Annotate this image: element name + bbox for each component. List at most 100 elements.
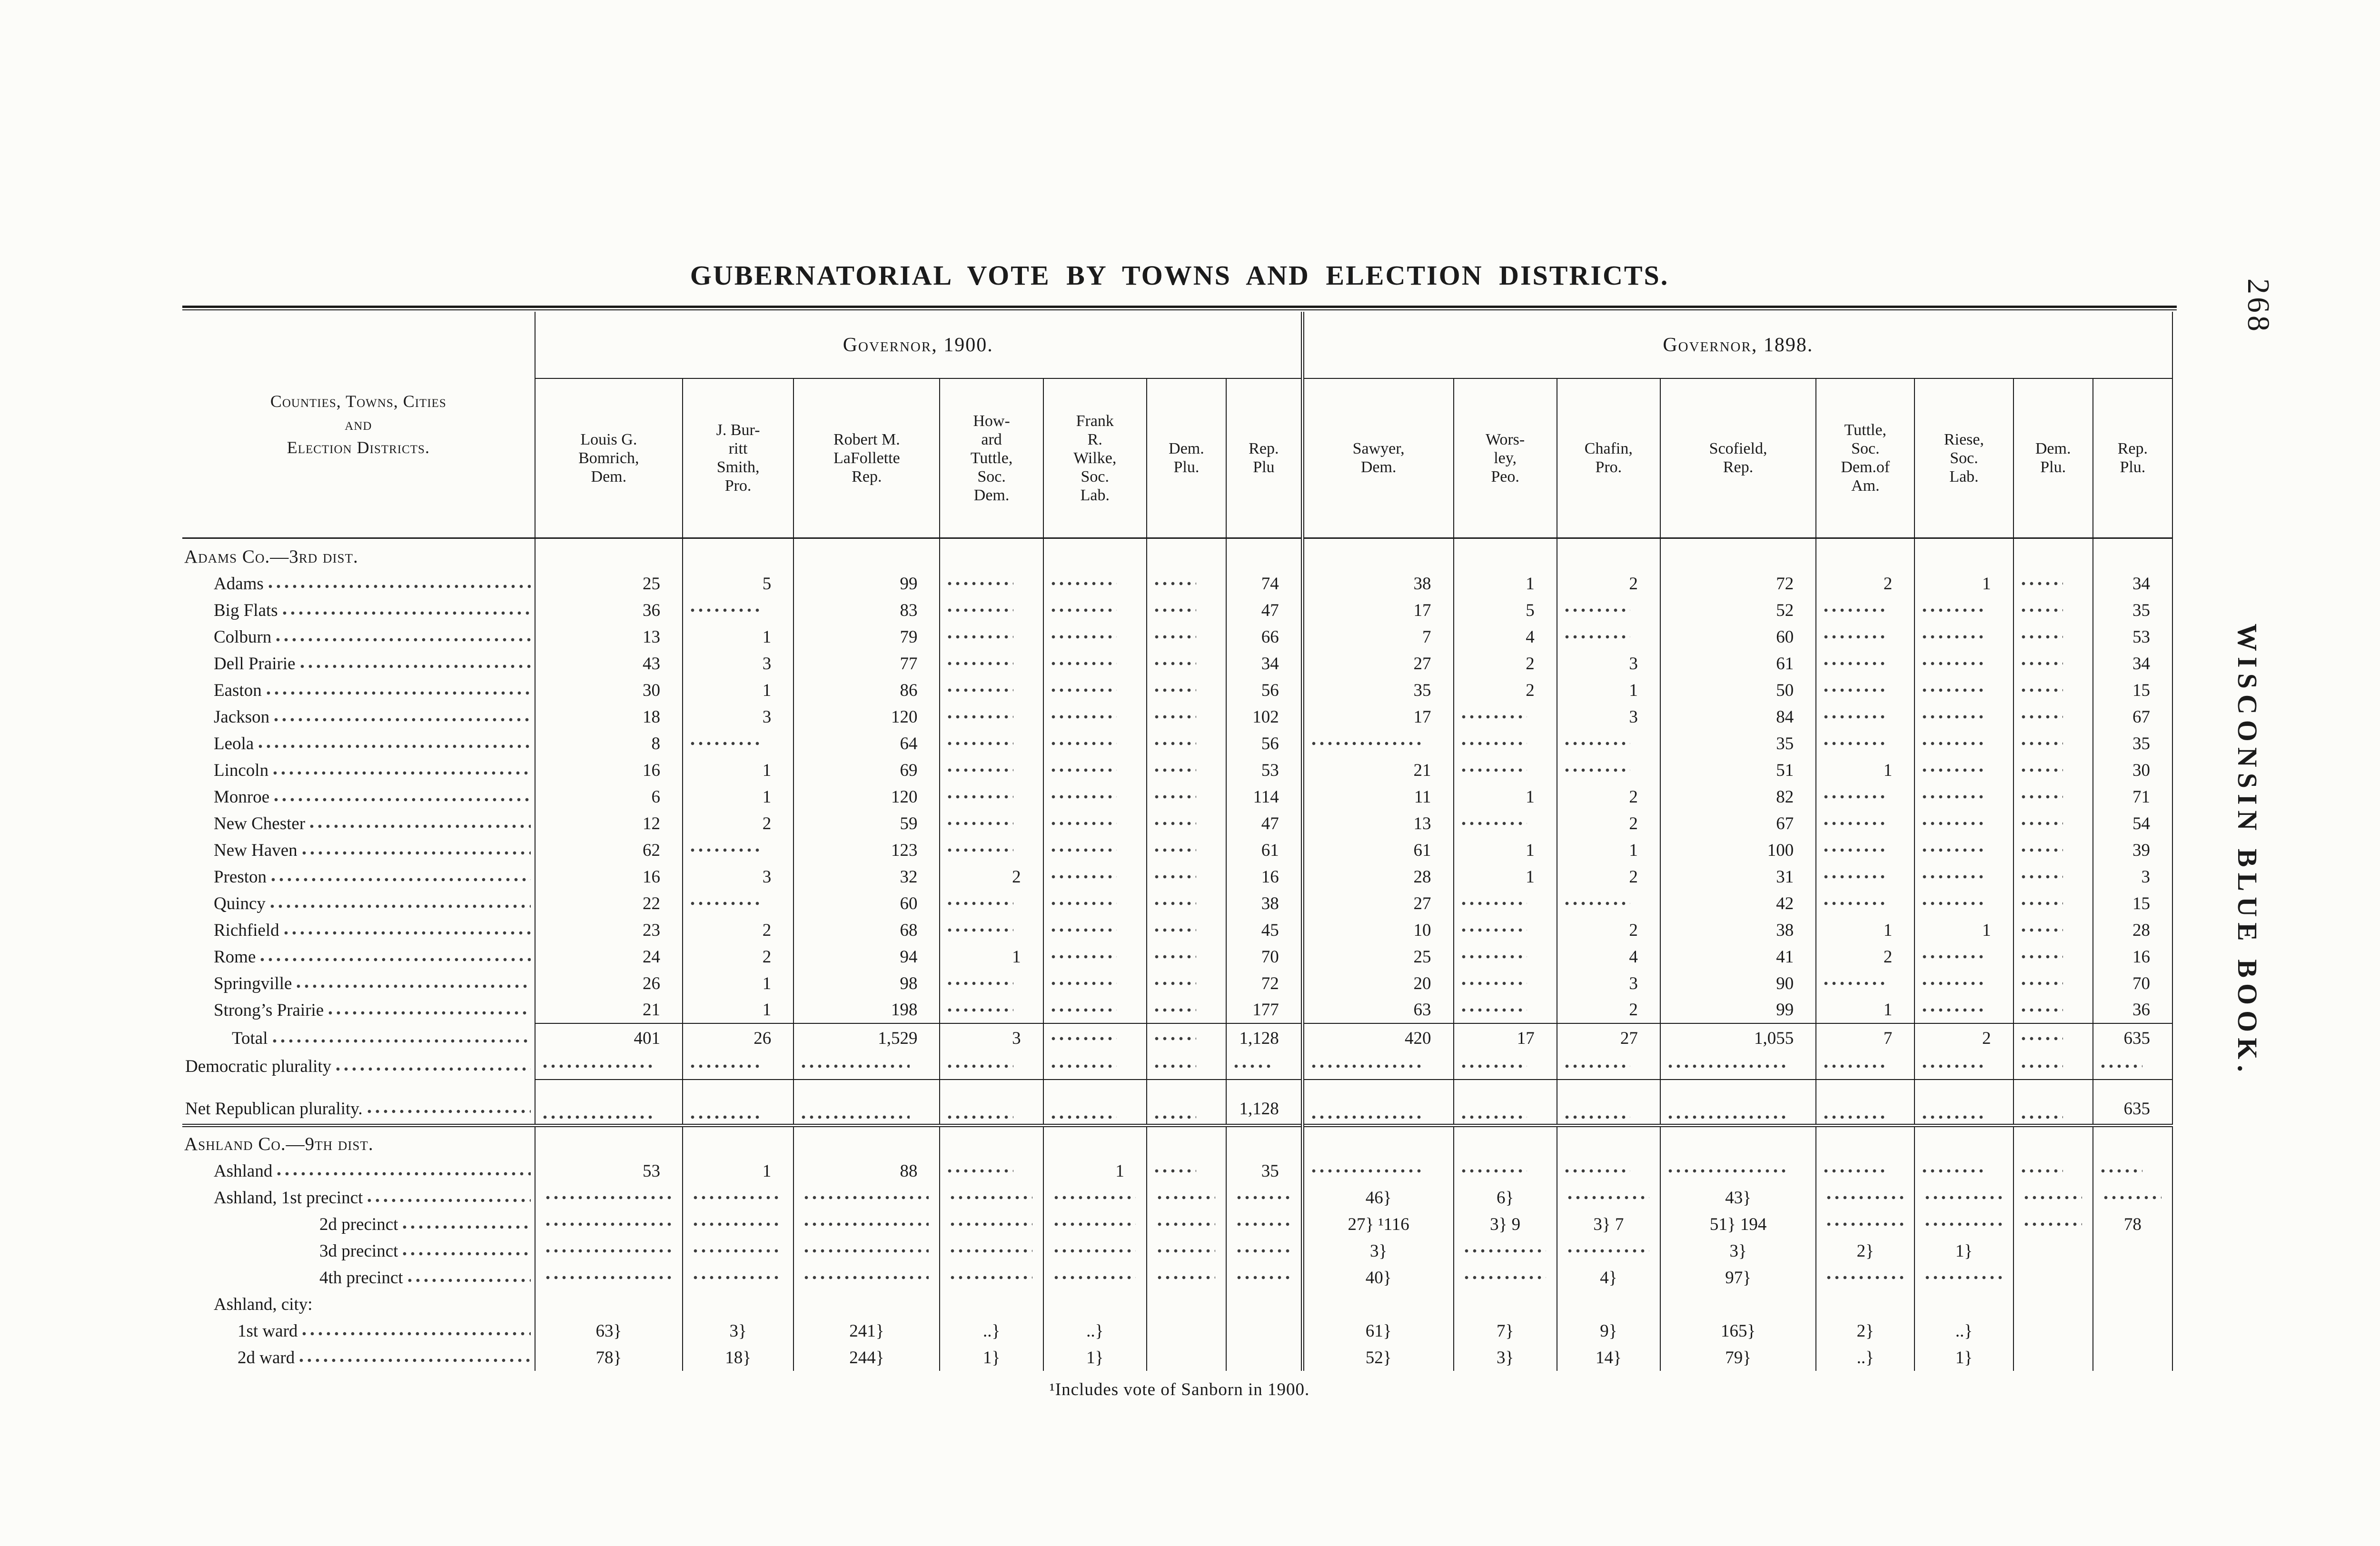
value-cell [1659,1123,1816,1158]
value-cell: 420 [1300,1023,1454,1053]
empty-dots [1237,1196,1290,1199]
value-cell: 72 [1226,970,1303,997]
value-cell: 3} [1659,1238,1816,1264]
value-cell: 2} [1815,1318,1915,1344]
dot-leader [260,957,531,961]
value-cell [1042,704,1147,730]
empty-dots [1051,1115,1117,1119]
empty-dots [1923,955,1983,959]
empty-dots [1923,875,1983,879]
value-cell: 1 [682,997,794,1023]
empty-dots [948,902,1013,905]
value-cell: 1 [1042,1158,1147,1184]
value-cell [1914,757,2013,783]
row-label: Democratic plurality [182,1053,535,1080]
empty-dots [2021,608,2063,612]
value-cell: 27 [1556,1023,1660,1053]
value-cell [1300,1158,1454,1184]
value-cell [2013,1053,2093,1080]
value-cell [2092,538,2172,570]
value-cell [1146,917,1227,943]
empty-dots [1565,608,1630,612]
row-label: Easton [182,677,535,704]
empty-dots [1051,848,1117,852]
value-cell [1453,538,1557,570]
value-cell [939,704,1043,730]
value-cell: 4 [1453,624,1557,650]
empty-dots [948,928,1013,932]
empty-dots [1824,715,1885,719]
value-cell: 1 [682,783,794,810]
empty-dots [690,848,764,852]
value-cell [1453,1291,1557,1318]
column-header: Riese, Soc. Lab. [1914,378,2013,539]
empty-dots [1154,635,1197,639]
value-cell [1556,1053,1660,1080]
value-cell [1556,1158,1660,1184]
value-cell: 1,529 [793,1023,940,1053]
empty-dots [1154,742,1197,745]
group-header-1898: Governor, 1898. [1300,312,2172,379]
value-cell [1226,538,1303,570]
value-cell: 1} [1914,1344,2013,1371]
value-cell: 177 [1226,997,1303,1023]
value-cell [1453,704,1557,730]
value-cell [1146,1023,1227,1053]
value-cell: 36 [2092,997,2172,1023]
value-cell [682,1053,794,1080]
value-cell: 1 [1556,677,1660,704]
table-row: Easton 30 1 86 56 35 2 1 50 15 [182,677,2172,704]
empty-dots [1923,608,1983,612]
row-header: Counties, Towns, Cities and Election Dis… [182,312,535,539]
value-cell [939,1080,1043,1125]
value-cell [1453,997,1557,1023]
value-cell [1042,757,1147,783]
value-cell: 1 [682,757,794,783]
value-cell: 10 [1300,917,1454,943]
empty-dots [1051,582,1117,585]
dot-leader [328,1011,531,1015]
value-cell: 35 [1300,677,1454,704]
table-row: Springville 26 1 98 72 20 3 90 70 [182,970,2172,997]
value-cell [1226,1318,1303,1344]
value-cell [1042,1238,1147,1264]
empty-dots [690,902,764,905]
group-header-row: Counties, Towns, Cities and Election Dis… [182,312,2172,539]
value-cell [682,1291,794,1318]
value-cell [793,1123,940,1158]
row-label: Springville [182,970,535,997]
table-row: Dell Prairie 43 3 77 34 27 2 3 61 34 [182,650,2172,677]
value-cell: 43 [534,650,683,677]
empty-dots [1565,1064,1630,1068]
value-cell [1226,1291,1303,1318]
table-row: Ashland Co.—9th dist. [182,1123,2172,1158]
dot-leader [271,877,531,882]
value-cell: 3 [682,863,794,890]
value-cell: 23 [534,917,683,943]
value-cell [1300,1080,1454,1125]
empty-dots [1051,1008,1117,1012]
row-label: Monroe [182,783,535,810]
empty-dots [948,688,1013,692]
value-cell: 1} [1042,1344,1147,1371]
value-cell [1146,650,1227,677]
empty-dots [1157,1196,1216,1199]
dot-leader [367,1198,531,1202]
value-cell [1453,890,1557,917]
value-cell [1914,1053,2013,1080]
value-cell: 90 [1659,970,1816,997]
value-cell [1815,624,1915,650]
value-cell [1042,597,1147,624]
value-cell: 53 [534,1158,683,1184]
row-label: Jackson [182,704,535,730]
value-cell [682,1123,794,1158]
value-cell: 7 [1300,624,1454,650]
value-cell: 68 [793,917,940,943]
value-cell: 1 [1556,837,1660,863]
value-cell: 40} [1300,1264,1454,1291]
value-cell [1556,730,1660,757]
row-label: Ashland, 1st precinct [182,1184,535,1211]
empty-dots [1565,902,1630,905]
value-cell: 94 [793,943,940,970]
value-cell: 2 [1815,943,1915,970]
